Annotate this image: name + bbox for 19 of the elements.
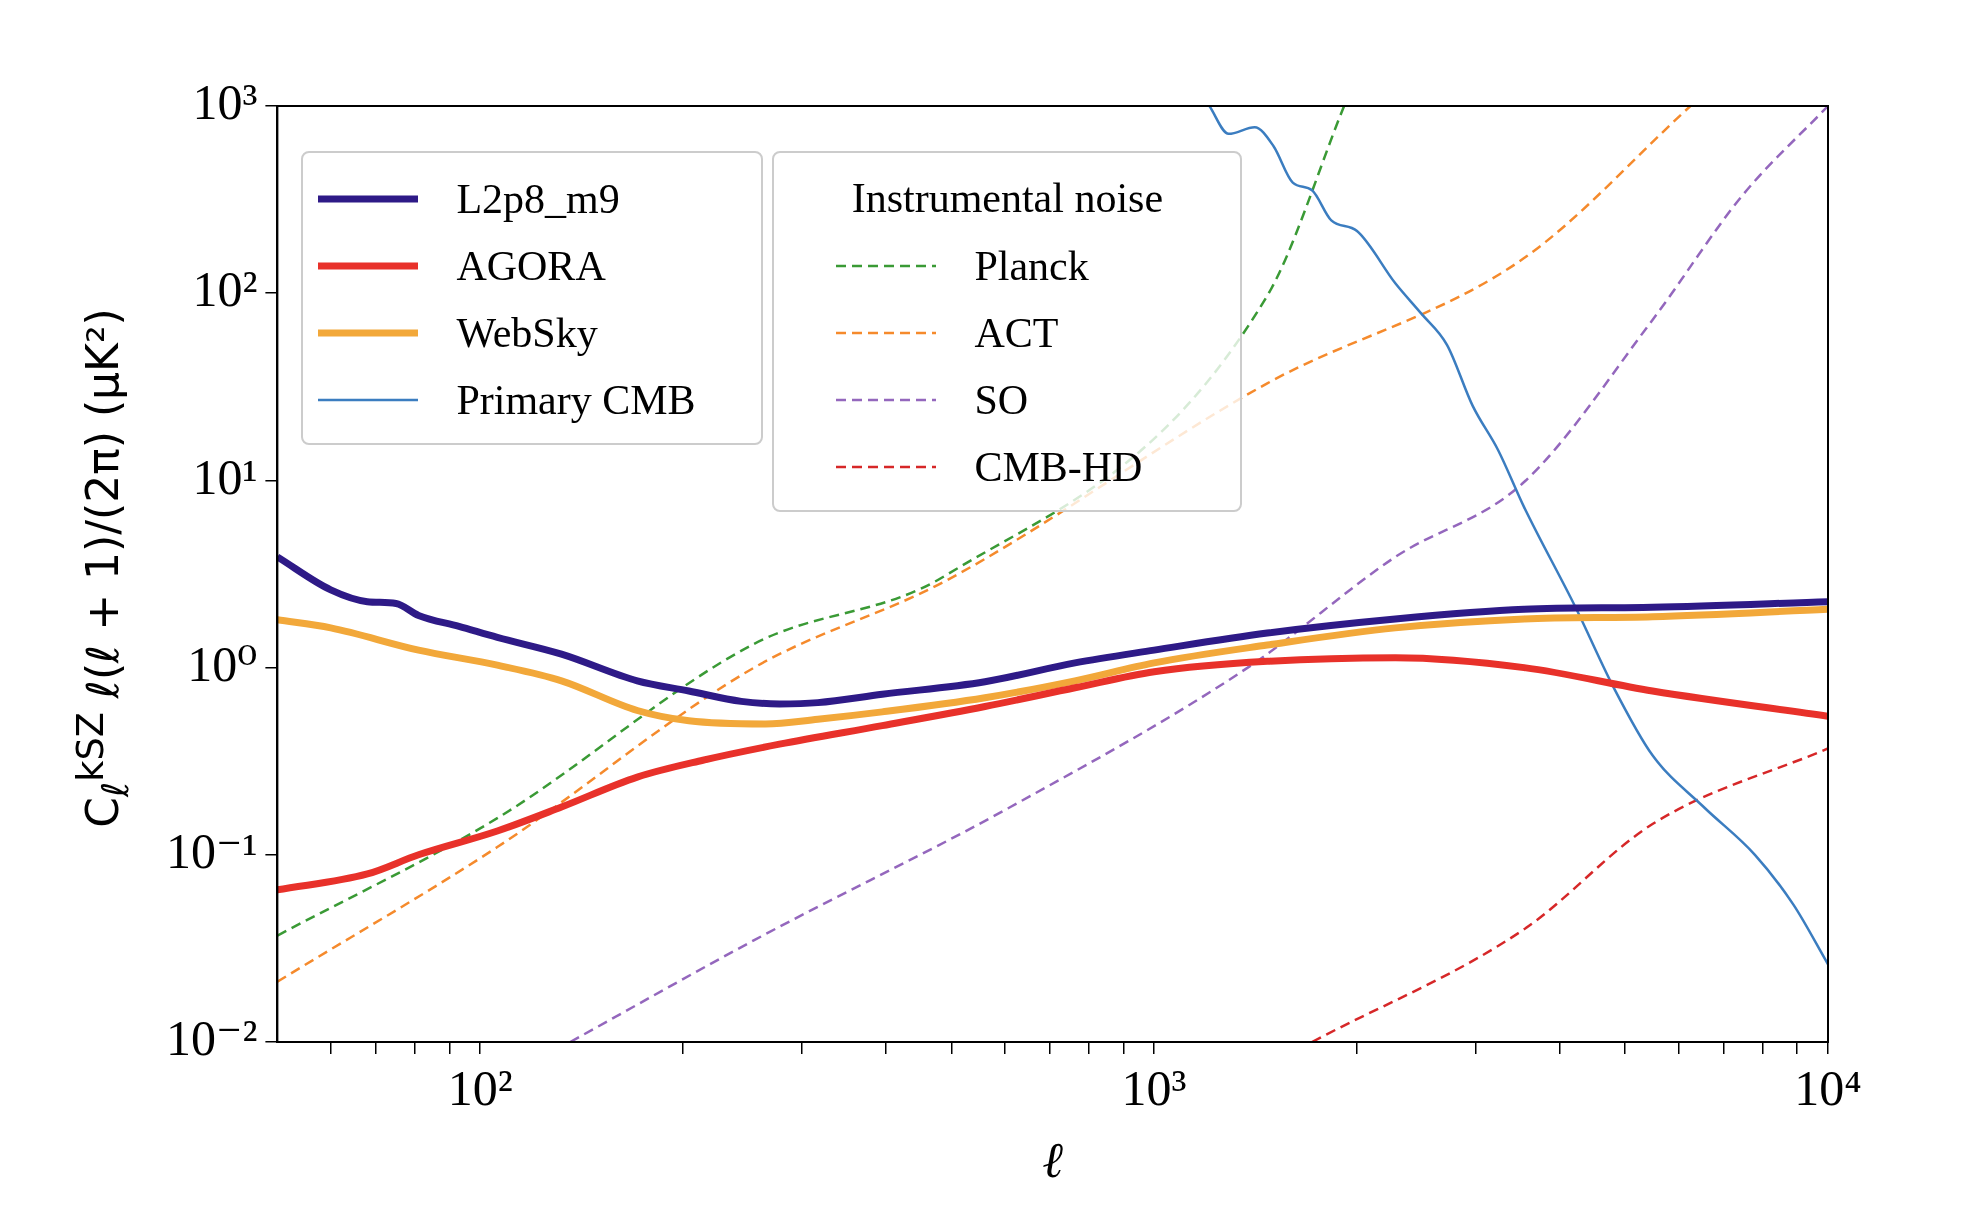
legend-title: Instrumental noise [850,174,1165,223]
legend-label: L2p8_m9 [456,174,620,223]
x-tick-label: 10⁴ [1794,1060,1862,1117]
legend-label: AGORA [456,241,606,290]
x-axis-title: ℓ [1042,1132,1064,1189]
y-tick-label: 10² [192,261,258,318]
y-tick-label: 10³ [192,74,258,131]
y-tick-label: 10⁻² [165,1010,258,1067]
x-tick-label: 10³ [1121,1060,1187,1117]
legend-label: ACT [974,308,1059,357]
y-tick-label: 10⁻¹ [165,822,258,879]
y-tick-label: 10¹ [192,448,258,505]
y-tick-label: 10⁰ [187,635,258,692]
legend-label: Primary CMB [456,375,696,424]
legend-label: SO [974,375,1029,424]
legend-label: CMB-HD [974,442,1143,491]
legend-label: WebSky [456,308,598,357]
x-tick-label: 10² [447,1060,513,1117]
legend-label: Planck [974,241,1089,290]
